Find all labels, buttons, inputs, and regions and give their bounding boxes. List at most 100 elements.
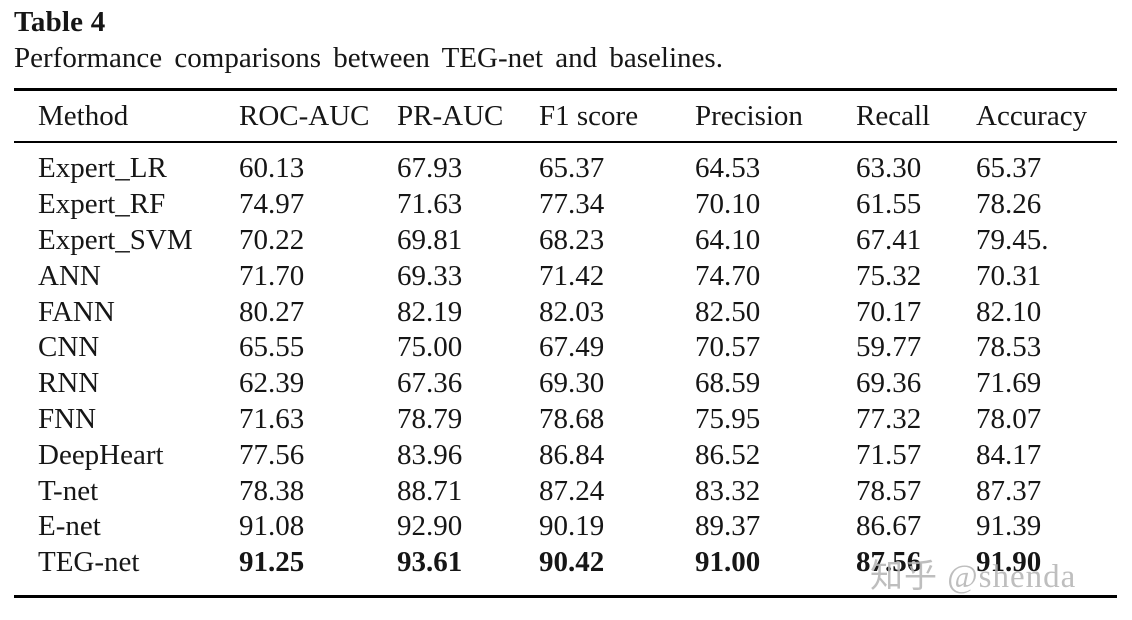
value-cell: 67.49 <box>539 331 605 364</box>
value-cell: 71.70 <box>239 259 305 292</box>
table-row: TEG-net 91.25 93.61 90.42 91.00 87.56 91.90 <box>14 545 1117 596</box>
value-cell: 68.23 <box>539 223 605 256</box>
value-cell: 69.30 <box>539 367 605 400</box>
table-row: DeepHeart 77.56 83.96 86.84 86.52 71.57 84.17 <box>14 437 1117 473</box>
method-cell: Expert_LR <box>38 152 167 185</box>
value-cell: 67.93 <box>397 152 463 185</box>
value-cell: 75.00 <box>397 331 463 364</box>
value-cell: 70.22 <box>239 223 305 256</box>
value-cell: 78.68 <box>539 402 605 435</box>
column-header: Precision <box>695 89 856 143</box>
method-cell: FANN <box>38 295 115 328</box>
method-cell: T-net <box>38 474 99 507</box>
value-cell: 78.38 <box>239 474 305 507</box>
value-cell: 91.39 <box>976 510 1042 543</box>
value-cell: 77.34 <box>539 188 605 221</box>
value-cell: 78.79 <box>397 402 463 435</box>
column-header: F1 score <box>539 89 695 143</box>
value-cell: 69.36 <box>856 367 922 400</box>
table-body: Expert_LR 60.13 67.93 65.37 64.53 63.30 65.37 E… <box>14 142 1117 596</box>
value-cell: 88.71 <box>397 474 463 507</box>
value-cell: 70.17 <box>856 295 922 328</box>
method-cell: E-net <box>38 510 101 543</box>
value-cell: 78.57 <box>856 474 922 507</box>
value-cell: 80.27 <box>239 295 305 328</box>
value-cell: 62.39 <box>239 367 305 400</box>
table-row: Expert_LR 60.13 67.93 65.37 64.53 63.30 65.37 <box>14 142 1117 187</box>
table-row: T-net 78.38 88.71 87.24 83.32 78.57 87.37 <box>14 473 1117 509</box>
value-cell: 79.45. <box>976 223 1049 256</box>
column-header: Accuracy <box>976 89 1117 143</box>
method-cell: TEG-net <box>38 546 140 579</box>
value-cell: 91.25 <box>239 546 305 579</box>
table-row: RNN 62.39 67.36 69.30 68.59 69.36 71.69 <box>14 366 1117 402</box>
value-cell: 78.53 <box>976 331 1042 364</box>
table-caption: Performance comparisons between TEG-net … <box>14 42 723 74</box>
table-row: ANN 71.70 69.33 71.42 74.70 75.32 70.31 <box>14 258 1117 294</box>
value-cell: 86.67 <box>856 510 922 543</box>
value-cell: 67.36 <box>397 367 463 400</box>
method-cell: RNN <box>38 367 100 400</box>
value-cell: 77.32 <box>856 402 922 435</box>
value-cell: 69.33 <box>397 259 463 292</box>
value-cell: 91.90 <box>976 546 1042 579</box>
value-cell: 82.10 <box>976 295 1042 328</box>
value-cell: 60.13 <box>239 152 305 185</box>
value-cell: 86.52 <box>695 438 761 471</box>
value-cell: 90.19 <box>539 510 605 543</box>
value-cell: 74.97 <box>239 188 305 221</box>
column-header: ROC-AUC <box>239 89 397 143</box>
method-cell: DeepHeart <box>38 438 164 471</box>
value-cell: 82.19 <box>397 295 463 328</box>
value-cell: 83.32 <box>695 474 761 507</box>
value-cell: 83.96 <box>397 438 463 471</box>
table-row: E-net 91.08 92.90 90.19 89.37 86.67 91.39 <box>14 509 1117 545</box>
value-cell: 71.69 <box>976 367 1042 400</box>
value-cell: 71.57 <box>856 438 922 471</box>
value-cell: 70.31 <box>976 259 1042 292</box>
value-cell: 74.70 <box>695 259 761 292</box>
method-cell: Expert_RF <box>38 188 166 221</box>
value-cell: 86.84 <box>539 438 605 471</box>
value-cell: 70.57 <box>695 331 761 364</box>
table-row: FNN 71.63 78.79 78.68 75.95 77.32 78.07 <box>14 402 1117 438</box>
column-header: Method <box>14 89 239 143</box>
value-cell: 91.00 <box>695 546 761 579</box>
value-cell: 92.90 <box>397 510 463 543</box>
table-title: Table 4 <box>14 6 106 38</box>
value-cell: 71.63 <box>397 188 463 221</box>
value-cell: 87.37 <box>976 474 1042 507</box>
method-cell: FNN <box>38 402 97 435</box>
value-cell: 71.42 <box>539 259 605 292</box>
value-cell: 82.03 <box>539 295 605 328</box>
table-row: Expert_RF 74.97 71.63 77.34 70.10 61.55 78.26 <box>14 187 1117 223</box>
value-cell: 64.10 <box>695 223 761 256</box>
value-cell: 69.81 <box>397 223 463 256</box>
value-cell: 68.59 <box>695 367 761 400</box>
method-cell: Expert_SVM <box>38 223 193 256</box>
value-cell: 65.37 <box>539 152 605 185</box>
value-cell: 77.56 <box>239 438 305 471</box>
table-header: Method ROC-AUC PR-AUC F1 score Precision Reca… <box>14 89 1117 143</box>
value-cell: 87.24 <box>539 474 605 507</box>
value-cell: 59.77 <box>856 331 922 364</box>
value-cell: 71.63 <box>239 402 305 435</box>
value-cell: 90.42 <box>539 546 605 579</box>
value-cell: 89.37 <box>695 510 761 543</box>
value-cell: 61.55 <box>856 188 922 221</box>
value-cell: 84.17 <box>976 438 1042 471</box>
value-cell: 67.41 <box>856 223 922 256</box>
value-cell: 78.26 <box>976 188 1042 221</box>
value-cell: 93.61 <box>397 546 463 579</box>
value-cell: 63.30 <box>856 152 922 185</box>
value-cell: 91.08 <box>239 510 305 543</box>
table-row: FANN 80.27 82.19 82.03 82.50 70.17 82.10 <box>14 294 1117 330</box>
results-table: Method ROC-AUC PR-AUC F1 score Precision Reca… <box>14 88 1117 598</box>
column-header: Recall <box>856 89 976 143</box>
header-row: Method ROC-AUC PR-AUC F1 score Precision Reca… <box>14 89 1117 143</box>
value-cell: 78.07 <box>976 402 1042 435</box>
value-cell: 64.53 <box>695 152 761 185</box>
value-cell: 70.10 <box>695 188 761 221</box>
table-row: CNN 65.55 75.00 67.49 70.57 59.77 78.53 <box>14 330 1117 366</box>
value-cell: 75.95 <box>695 402 761 435</box>
